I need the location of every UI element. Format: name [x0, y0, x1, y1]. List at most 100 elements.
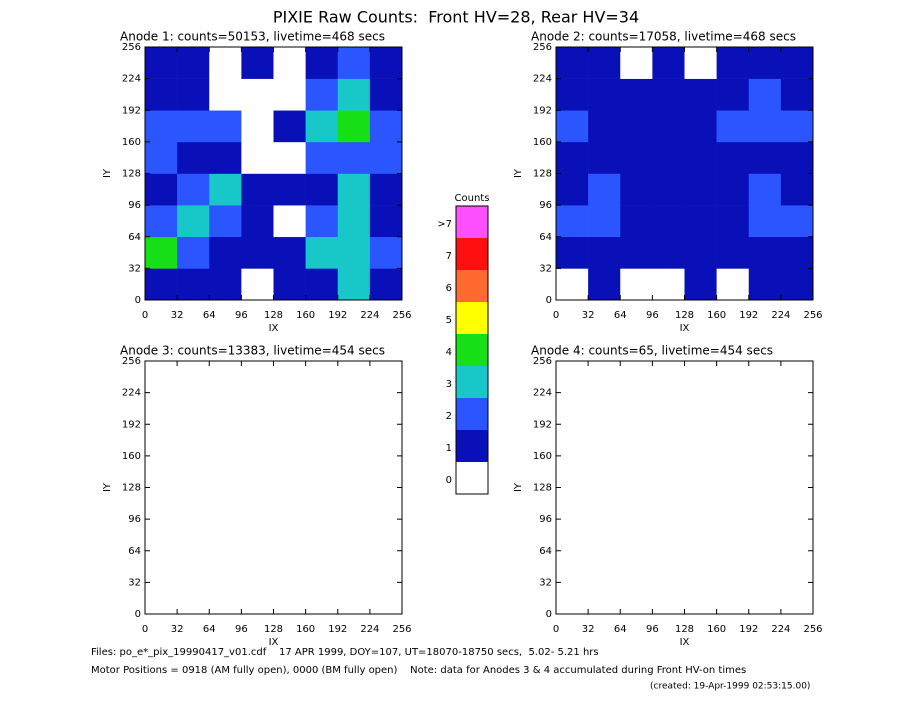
heatmap-cell: [748, 236, 782, 269]
colorbar-swatch: [456, 206, 488, 238]
x-tick-label: 96: [646, 310, 659, 321]
heatmap-cell: [273, 582, 306, 615]
heatmap-cell: [209, 550, 242, 583]
heatmap-cell: [780, 519, 814, 552]
heatmap-cell: [684, 487, 717, 520]
heatmap-cell: [652, 47, 685, 79]
heatmap-cell: [652, 519, 685, 552]
heatmap-cell: [652, 487, 685, 520]
heatmap-cell: [748, 47, 782, 79]
heatmap-cell: [337, 582, 371, 615]
heatmap-cell: [588, 205, 621, 238]
heatmap-cell: [588, 455, 621, 488]
heatmap-cell: [145, 582, 178, 615]
heatmap-cell: [556, 205, 589, 238]
heatmap-cell: [652, 173, 685, 206]
heatmap-cell: [305, 141, 339, 174]
y-tick-label: 160: [533, 451, 552, 462]
x-tick-label: 160: [707, 624, 726, 635]
x-tick-label: 0: [553, 310, 559, 321]
heatmap-cell: [337, 455, 371, 488]
heatmap-cell: [369, 236, 403, 269]
heatmap-cell: [556, 78, 589, 111]
colorbar-label: 1: [446, 443, 452, 454]
heatmap-cell: [652, 78, 685, 111]
heatmap-cell: [684, 361, 717, 393]
heatmap-cell: [588, 236, 621, 269]
heatmap-cell: [145, 141, 178, 174]
heatmap-cell: [273, 361, 306, 393]
y-tick-label: 96: [539, 514, 552, 525]
x-tick-label: 256: [803, 310, 822, 321]
heatmap-cell: [556, 455, 589, 488]
heatmap-cell: [369, 392, 403, 425]
heatmap-cell: [337, 361, 371, 393]
heatmap-cell: [588, 550, 621, 583]
heatmap-cell: [588, 424, 621, 457]
colorbar-swatch: [456, 398, 488, 430]
heatmap-cell: [588, 141, 621, 174]
heatmap-cell: [716, 268, 750, 301]
heatmap-cell: [716, 110, 750, 143]
colorbar-swatch: [456, 334, 488, 366]
y-tick-label: 96: [539, 200, 552, 211]
heatmap-cell: [177, 392, 210, 425]
heatmap-cell: [273, 47, 306, 79]
heatmap-cell: [780, 78, 814, 111]
heatmap-cell: [177, 205, 210, 238]
heatmap-cell: [620, 236, 653, 269]
heatmap-cell: [780, 141, 814, 174]
heatmap-cell: [716, 424, 750, 457]
heatmap-cell: [556, 424, 589, 457]
y-tick-label: 32: [539, 577, 552, 588]
heatmap-cell: [369, 455, 403, 488]
heatmap-cell: [209, 268, 242, 301]
motor-note: Motor Positions = 0918 (AM fully open), …: [91, 665, 746, 676]
heatmap-cell: [716, 47, 750, 79]
heatmap-cell: [273, 110, 306, 143]
heatmap-cell: [780, 110, 814, 143]
x-tick-label: 64: [203, 624, 216, 635]
heatmap-cell: [620, 487, 653, 520]
heatmap-cell: [337, 236, 371, 269]
heatmap-cell: [620, 519, 653, 552]
heatmap-cell: [652, 236, 685, 269]
heatmap-cell: [145, 78, 178, 111]
heatmap-cell: [588, 110, 621, 143]
heatmap-cell: [780, 487, 814, 520]
colorbar-label: 3: [446, 379, 452, 390]
heatmap-cell: [369, 110, 403, 143]
heatmap-cell: [273, 141, 306, 174]
heatmap-cell: [620, 455, 653, 488]
heatmap-cell: [145, 550, 178, 583]
heatmap-cell: [748, 424, 782, 457]
heatmap-cell: [620, 141, 653, 174]
heatmap-cell: [209, 487, 242, 520]
heatmap-cell: [273, 268, 306, 301]
heatmap-cell: [273, 236, 306, 269]
heatmap-cell: [337, 550, 371, 583]
heatmap-cell: [588, 78, 621, 111]
x-axis-label: IX: [680, 637, 690, 648]
heatmap-cell: [177, 47, 210, 79]
heatmap-cell: [684, 173, 717, 206]
y-tick-label: 64: [539, 546, 552, 557]
y-tick-label: 192: [122, 419, 141, 430]
heatmap-cell: [209, 519, 242, 552]
heatmap-cell: [369, 519, 403, 552]
heatmap-cell: [337, 392, 371, 425]
x-tick-label: 64: [203, 310, 216, 321]
heatmap-cell: [241, 582, 274, 615]
x-tick-label: 64: [614, 624, 627, 635]
heatmap-cell: [716, 487, 750, 520]
heatmap-cell: [369, 78, 403, 111]
heatmap-cell: [684, 236, 717, 269]
heatmap-cell: [209, 455, 242, 488]
heatmap-cell: [748, 487, 782, 520]
heatmap-cell: [684, 582, 717, 615]
heatmap-cell: [556, 392, 589, 425]
heatmap-cell: [337, 47, 371, 79]
heatmap-cell: [145, 205, 178, 238]
heatmap-cell: [588, 392, 621, 425]
heatmap-cell: [305, 110, 339, 143]
